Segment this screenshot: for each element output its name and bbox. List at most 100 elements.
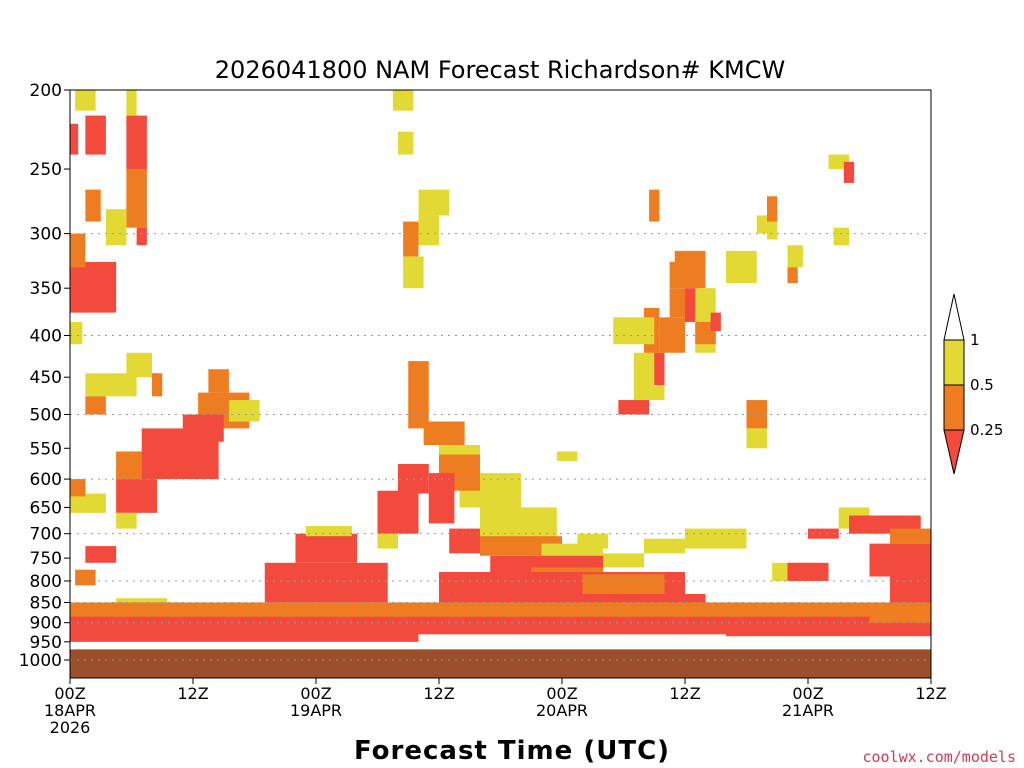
ri-cell-orange xyxy=(70,479,86,497)
ri-cell-yellow xyxy=(377,533,398,549)
xtick-label-24-1: 19APR xyxy=(290,701,342,720)
xtick-label-72-0: 00Z xyxy=(792,684,823,703)
ytick-label-800: 800 xyxy=(30,572,62,592)
ri-cell-orange xyxy=(408,361,429,429)
xtick-label-0-1: 18APR xyxy=(44,701,96,720)
ri-cell-red xyxy=(808,528,839,539)
ri-cell-yellow xyxy=(126,90,137,116)
ri-cell-orange xyxy=(152,373,163,397)
colorbar-legend: 1 0.5 0.25 xyxy=(943,293,1003,475)
ri-cell-red xyxy=(787,562,829,581)
ri-cell-yellow xyxy=(767,221,778,240)
legend-level-2: 0.25 xyxy=(970,421,1003,439)
ytick-label-700: 700 xyxy=(30,525,62,545)
xtick-label-12-0: 12Z xyxy=(177,684,208,703)
legend-bin-0 xyxy=(943,339,965,386)
ri-cell-orange xyxy=(85,189,101,222)
legend-bin-1 xyxy=(943,384,965,431)
ri-cell-red xyxy=(869,543,931,577)
y-axis-ticks: 200 250 300 350 400 450 500 550 600 650 700 750 8008… xyxy=(19,81,70,671)
plot-frame xyxy=(69,89,932,679)
ri-cell-yellow xyxy=(787,245,803,268)
legend-bin-gt-1 xyxy=(943,293,965,341)
ri-cell-red xyxy=(136,227,147,246)
xtick-label-0-2: 2026 xyxy=(50,718,91,737)
ytick-label-650: 650 xyxy=(30,498,62,518)
ytick-label-1000: 1000 xyxy=(19,651,62,671)
ri-cell-red xyxy=(843,161,855,183)
ri-cell-red xyxy=(377,490,419,534)
ri-cell-red xyxy=(710,312,721,332)
ri-cell-orange xyxy=(403,221,419,257)
xtick-label-0-0: 00Z xyxy=(54,684,85,703)
ri-cell-yellow xyxy=(746,428,767,449)
ri-cell-yellow xyxy=(105,209,127,246)
ri-cell-yellow xyxy=(85,373,137,397)
ri-cell-red xyxy=(264,562,388,603)
xtick-label-36-0: 12Z xyxy=(423,684,454,703)
ri-cell-orange xyxy=(669,261,680,289)
ri-cell-yellow xyxy=(116,512,137,529)
ytick-label-900: 900 xyxy=(30,614,62,634)
xtick-label-24-0: 00Z xyxy=(300,684,331,703)
xtick-label-84-0: 12Z xyxy=(915,684,946,703)
ytick-label-200: 200 xyxy=(30,81,62,101)
ri-cell-yellow xyxy=(75,90,96,111)
ytick-label-550: 550 xyxy=(30,439,62,459)
heatmap-cells xyxy=(70,90,931,642)
ytick-label-950: 950 xyxy=(30,633,62,653)
ri-cell-yellow xyxy=(833,227,849,246)
ytick-label-850: 850 xyxy=(30,593,62,613)
ri-cell-yellow xyxy=(613,317,655,345)
ri-cell-yellow xyxy=(756,215,767,234)
ri-cell-red xyxy=(70,261,117,313)
ri-cell-yellow xyxy=(126,352,152,378)
ri-cell-yellow xyxy=(685,528,747,549)
ytick-label-300: 300 xyxy=(30,225,62,245)
legend-level-1: 0.5 xyxy=(970,376,994,394)
ri-cell-yellow xyxy=(603,553,644,568)
ri-cell-yellow xyxy=(556,451,578,461)
legend-level-0: 1 xyxy=(970,331,980,349)
ri-cell-red xyxy=(654,352,665,385)
credit-text: coolwx.com/models xyxy=(862,748,1016,766)
ri-cell-yellow xyxy=(228,400,260,422)
ri-cell-red xyxy=(70,123,79,155)
ri-cell-yellow xyxy=(418,189,450,216)
ri-cell-yellow xyxy=(392,90,414,111)
ri-cell-orange xyxy=(669,288,685,318)
ri-cell-orange xyxy=(649,189,660,222)
ytick-label-600: 600 xyxy=(30,470,62,490)
ri-cell-red xyxy=(418,614,726,635)
ri-cell-orange xyxy=(208,369,229,393)
ytick-label-500: 500 xyxy=(30,406,62,426)
surface-layer xyxy=(70,646,931,678)
ri-cell-orange xyxy=(85,396,106,415)
ytick-label-400: 400 xyxy=(30,326,62,346)
ri-cell-yellow xyxy=(70,321,83,345)
ri-cell-yellow xyxy=(398,131,414,155)
ytick-label-250: 250 xyxy=(30,160,62,180)
ri-cell-red xyxy=(85,546,117,563)
ri-cell-yellow xyxy=(403,256,424,289)
xtick-label-48-1: 20APR xyxy=(536,701,588,720)
ri-cell-orange xyxy=(767,196,778,228)
ri-cell-yellow xyxy=(577,533,609,549)
surface-ground xyxy=(70,649,931,678)
ri-cell-orange xyxy=(126,169,147,228)
ri-cell-yellow xyxy=(305,526,352,537)
ytick-label-450: 450 xyxy=(30,368,62,388)
ri-cell-orange xyxy=(75,569,96,586)
ri-cell-red xyxy=(428,473,455,524)
x-axis-label: Forecast Time (UTC) xyxy=(354,736,670,766)
ri-cell-red xyxy=(618,400,650,415)
ri-cell-orange xyxy=(423,421,465,446)
ri-cell-yellow xyxy=(644,538,685,554)
ri-cell-red xyxy=(890,576,931,607)
chart-title: 2026041800 NAM Forecast Richardson# KMCW xyxy=(215,56,785,84)
ri-cell-orange xyxy=(582,574,665,595)
ri-cell-orange xyxy=(890,528,931,544)
xtick-label-48-0: 00Z xyxy=(546,684,577,703)
